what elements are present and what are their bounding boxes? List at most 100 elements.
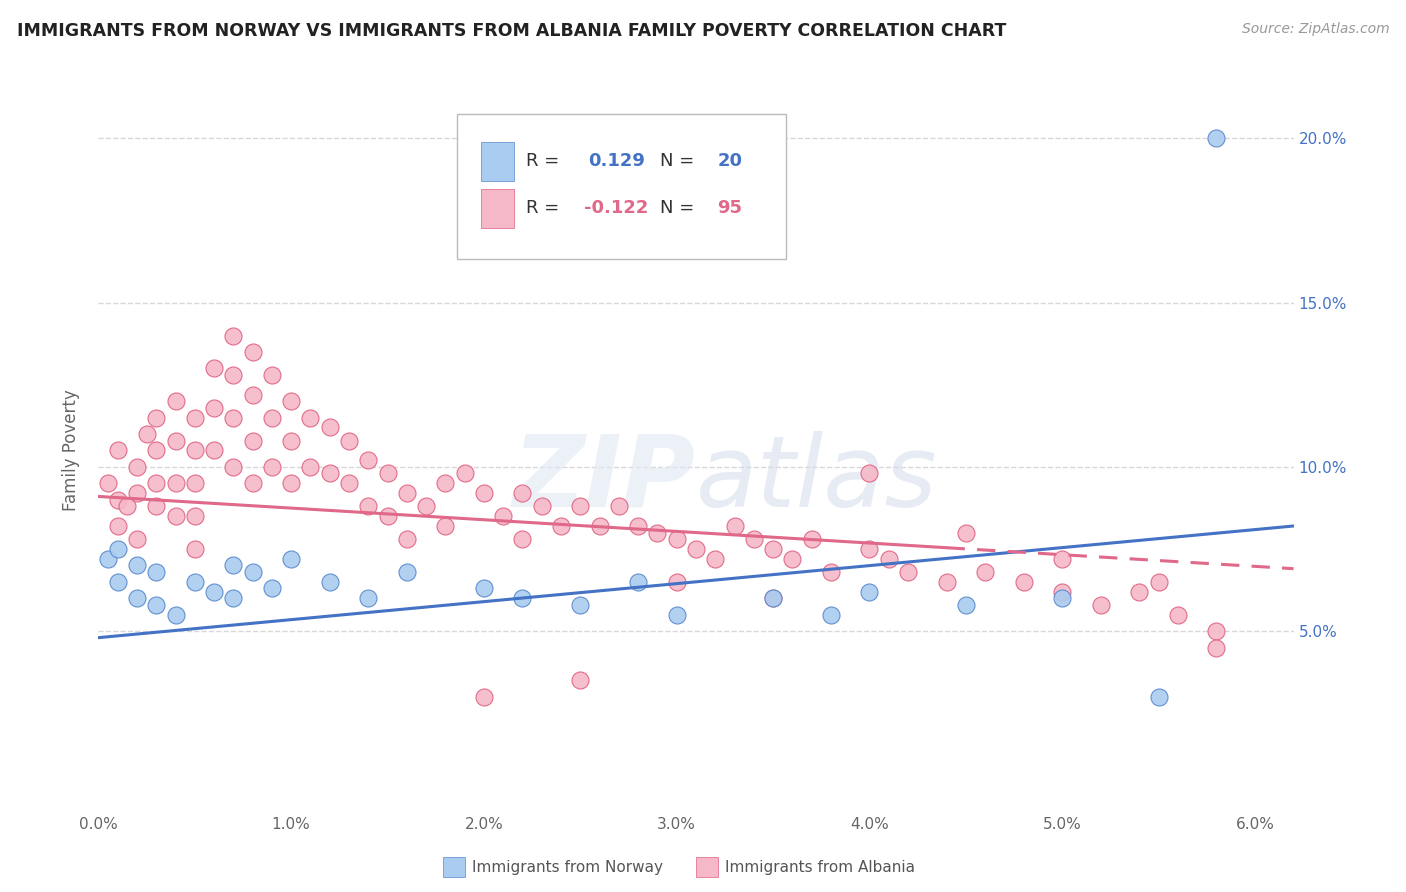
Text: atlas: atlas: [696, 431, 938, 528]
Point: [858, 541, 880, 556]
Point: [319, 420, 342, 434]
Text: Immigrants from Norway: Immigrants from Norway: [472, 860, 664, 874]
Y-axis label: Family Poverty: Family Poverty: [62, 390, 80, 511]
Point: [260, 459, 283, 474]
Point: [184, 541, 207, 556]
Point: [280, 476, 302, 491]
Point: [434, 476, 457, 491]
Text: -0.122: -0.122: [583, 200, 648, 218]
Point: [762, 541, 785, 556]
Point: [117, 500, 139, 514]
Point: [512, 532, 534, 546]
Point: [800, 532, 823, 546]
Point: [260, 410, 283, 425]
FancyBboxPatch shape: [457, 114, 786, 259]
Point: [222, 459, 245, 474]
Point: [1012, 574, 1035, 589]
Point: [125, 532, 148, 546]
Point: [125, 558, 148, 573]
Point: [1147, 574, 1170, 589]
Point: [242, 565, 264, 579]
Point: [280, 394, 302, 409]
Point: [627, 519, 650, 533]
Point: [357, 591, 380, 606]
Point: [627, 574, 650, 589]
Point: [569, 673, 592, 688]
Bar: [481, 142, 515, 181]
Point: [1050, 584, 1073, 599]
Point: [1050, 551, 1073, 566]
Point: [820, 607, 842, 622]
Text: N =: N =: [661, 200, 700, 218]
Text: Immigrants from Albania: Immigrants from Albania: [725, 860, 915, 874]
Point: [858, 584, 880, 599]
Point: [377, 467, 399, 481]
Text: ZIP: ZIP: [513, 431, 696, 528]
Point: [145, 476, 167, 491]
Text: IMMIGRANTS FROM NORWAY VS IMMIGRANTS FROM ALBANIA FAMILY POVERTY CORRELATION CHA: IMMIGRANTS FROM NORWAY VS IMMIGRANTS FRO…: [17, 22, 1007, 40]
Point: [222, 410, 245, 425]
Point: [1147, 690, 1170, 704]
Point: [665, 532, 688, 546]
Point: [107, 574, 129, 589]
Point: [395, 565, 418, 579]
Point: [165, 607, 187, 622]
Point: [512, 486, 534, 500]
Point: [242, 476, 264, 491]
Point: [222, 558, 245, 573]
Point: [107, 519, 129, 533]
Point: [492, 509, 515, 524]
Point: [858, 467, 880, 481]
Bar: [481, 188, 515, 228]
Point: [357, 453, 380, 467]
Point: [165, 434, 187, 448]
Point: [685, 541, 707, 556]
Point: [820, 565, 842, 579]
Point: [1167, 607, 1189, 622]
Point: [184, 509, 207, 524]
Point: [165, 394, 187, 409]
Text: 20: 20: [717, 153, 742, 170]
Point: [434, 519, 457, 533]
Point: [569, 500, 592, 514]
Point: [472, 582, 495, 596]
Point: [415, 500, 437, 514]
Point: [97, 476, 120, 491]
Point: [742, 532, 765, 546]
Point: [877, 551, 900, 566]
Point: [222, 328, 245, 343]
Point: [222, 591, 245, 606]
Point: [222, 368, 245, 382]
Point: [762, 591, 785, 606]
Point: [319, 467, 342, 481]
Point: [125, 486, 148, 500]
Point: [647, 525, 669, 540]
Point: [1128, 584, 1150, 599]
Text: R =: R =: [526, 153, 565, 170]
Point: [280, 551, 302, 566]
Point: [242, 345, 264, 359]
Point: [202, 443, 225, 458]
Point: [1205, 131, 1227, 145]
Point: [184, 574, 207, 589]
Point: [202, 361, 225, 376]
Point: [512, 591, 534, 606]
Point: [319, 574, 342, 589]
Text: 0.129: 0.129: [589, 153, 645, 170]
Point: [107, 492, 129, 507]
Point: [125, 591, 148, 606]
Point: [165, 476, 187, 491]
Point: [607, 500, 630, 514]
Point: [260, 582, 283, 596]
Point: [472, 690, 495, 704]
Point: [550, 519, 572, 533]
Point: [377, 509, 399, 524]
Point: [184, 443, 207, 458]
Point: [588, 519, 610, 533]
Point: [955, 598, 977, 612]
Point: [665, 607, 688, 622]
Point: [337, 434, 360, 448]
Point: [280, 434, 302, 448]
Point: [935, 574, 957, 589]
Point: [1205, 640, 1227, 655]
